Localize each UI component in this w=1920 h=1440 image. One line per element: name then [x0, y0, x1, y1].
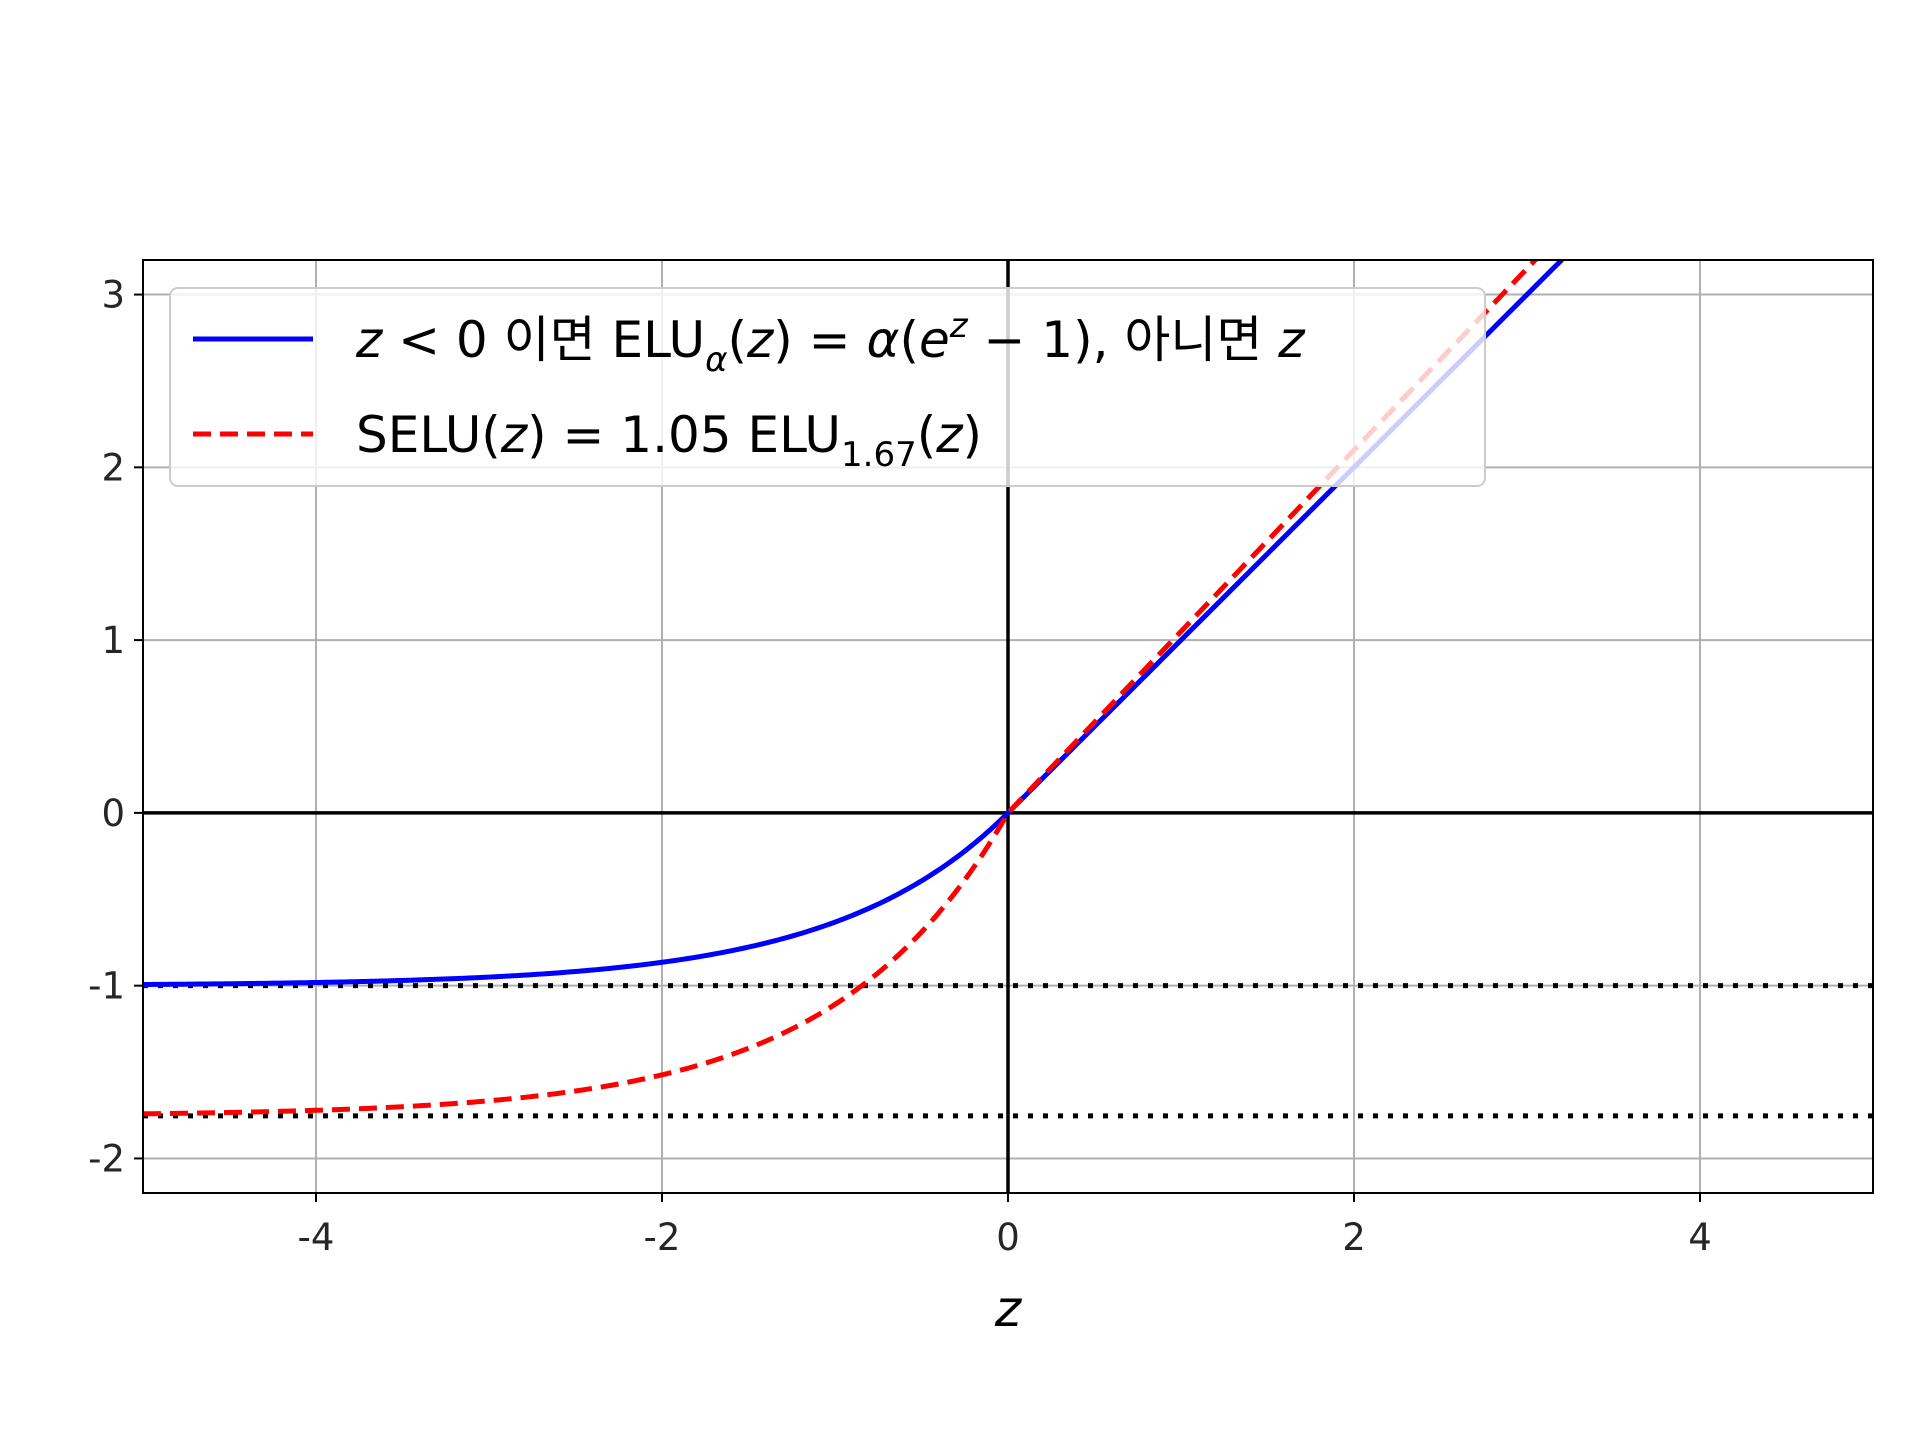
- legend: z < 0 이면 ELUα(z) = α(ez − 1), 아니면 z SELU(…: [169, 287, 1486, 487]
- legend-label: z < 0 이면 ELUα(z) = α(ez − 1), 아니면 z: [355, 306, 1306, 380]
- x-tick-label: 0: [996, 1216, 1020, 1259]
- elu-series-line: [143, 260, 1566, 987]
- y-tick-label: -1: [88, 965, 125, 1008]
- legend-label: SELU(z) = 1.05 ELU1.67(z): [356, 406, 982, 475]
- x-tick-label: -2: [644, 1216, 681, 1259]
- y-tick-label: 2: [101, 446, 125, 489]
- legend-box: [169, 287, 1486, 487]
- x-axis-label: z: [994, 1280, 1023, 1338]
- x-tick-label: -4: [298, 1216, 335, 1259]
- y-tick-label: -2: [88, 1137, 125, 1180]
- ticks: -4 -2 0 2 4 -2 -1 0 1 2 3: [88, 274, 1712, 1259]
- y-tick-label: 1: [101, 619, 125, 662]
- x-tick-label: 4: [1688, 1216, 1712, 1259]
- series-group: [143, 260, 1566, 1117]
- x-tick-label: 2: [1342, 1216, 1366, 1259]
- y-tick-label: 3: [101, 274, 125, 317]
- y-tick-label: 0: [101, 792, 125, 835]
